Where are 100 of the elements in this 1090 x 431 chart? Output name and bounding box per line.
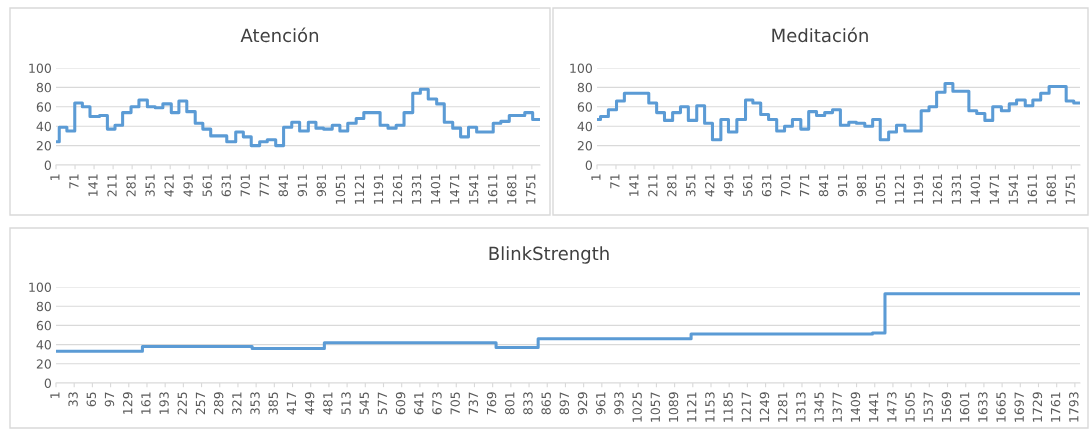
x-tick-label: 129 — [122, 392, 133, 414]
x-tick-label: 771 — [800, 174, 810, 197]
x-tick-label: 1051 — [335, 174, 346, 204]
x-tick-label: 1751 — [1065, 174, 1075, 204]
x-tick-label: 841 — [278, 174, 289, 197]
x-tick-label: 1331 — [951, 174, 962, 204]
x-tick-label: 321 — [232, 392, 242, 415]
x-tick-label: 705 — [450, 392, 460, 415]
x-tick-label: 1541 — [469, 174, 479, 204]
x-tick-label: 281 — [126, 174, 136, 197]
y-tick-label: 20 — [36, 141, 51, 151]
x-tick-label: 833 — [523, 392, 533, 415]
x-tick-label: 491 — [723, 174, 734, 197]
x-tick-label: 71 — [610, 174, 620, 189]
x-tick-label: 1697 — [1014, 392, 1024, 422]
x-tick-label: 1401 — [430, 174, 441, 204]
y-tick-label: 40 — [36, 121, 51, 132]
y-tick-label: 0 — [44, 378, 51, 388]
x-tick-label: 1471 — [450, 174, 460, 204]
x-tick-label: 211 — [107, 174, 117, 197]
x-tick-label: 225 — [177, 392, 187, 415]
x-tick-label: 769 — [486, 392, 497, 415]
x-tick-label: 1191 — [373, 174, 384, 204]
y-tick-label: 60 — [36, 102, 51, 112]
x-tick-label: 737 — [468, 392, 479, 415]
x-tick-label: 351 — [145, 174, 155, 197]
x-tick-label: 1633 — [978, 392, 988, 422]
x-tick-label: 1601 — [959, 392, 970, 422]
x-tick-label: 1191 — [913, 174, 924, 204]
y-tick-label: 80 — [36, 82, 51, 93]
x-tick-label: 1121 — [894, 174, 905, 204]
y-tick-label: 40 — [36, 340, 51, 350]
x-tick-label: 561 — [202, 174, 212, 197]
x-tick-label: 771 — [259, 174, 269, 197]
x-tick-label: 353 — [250, 392, 260, 415]
x-tick-label: 141 — [88, 174, 98, 196]
x-tick-label: 449 — [304, 392, 315, 415]
x-tick-label: 1331 — [411, 174, 422, 204]
x-tick-label: 631 — [221, 174, 231, 197]
x-tick-label: 1153 — [705, 392, 715, 422]
x-tick-label: 1 — [50, 174, 60, 180]
x-tick-label: 929 — [577, 392, 588, 415]
x-tick-label: 1 — [591, 174, 601, 180]
x-tick-label: 1751 — [526, 174, 536, 204]
x-tick-label: 961 — [596, 392, 606, 415]
x-tick-label: 1261 — [932, 174, 943, 204]
x-tick-label: 211 — [648, 174, 658, 197]
x-tick-label: 561 — [742, 174, 753, 197]
x-tick-label: 897 — [559, 392, 570, 415]
y-tick-label: 80 — [36, 301, 51, 312]
x-tick-label: 801 — [505, 392, 515, 415]
y-tick-label: 20 — [577, 141, 592, 151]
x-tick-label: 1729 — [1032, 392, 1043, 422]
x-tick-label: 911 — [837, 174, 848, 197]
x-tick-label: 257 — [195, 392, 206, 415]
x-tick-label: 1681 — [1046, 174, 1056, 204]
x-tick-label: 1281 — [777, 392, 788, 422]
x-tick-label: 97 — [104, 392, 115, 407]
x-tick-label: 1611 — [1027, 174, 1038, 204]
x-tick-label: 1505 — [905, 392, 915, 422]
x-tick-label: 421 — [164, 174, 174, 197]
x-tick-label: 161 — [141, 392, 151, 414]
y-tick-label: 0 — [585, 160, 592, 170]
x-tick-label: 1473 — [887, 392, 897, 422]
x-tick-label: 1051 — [875, 174, 886, 204]
x-tick-label: 1121 — [686, 392, 697, 422]
x-tick-label: 289 — [213, 392, 224, 415]
x-tick-label: 1569 — [941, 392, 952, 422]
x-tick-label: 701 — [240, 174, 250, 197]
x-tick-label: 673 — [432, 392, 442, 415]
x-tick-label: 1025 — [632, 392, 642, 422]
x-tick-label: 545 — [359, 392, 369, 415]
x-tick-label: 65 — [86, 392, 97, 407]
x-tick-label: 1681 — [506, 174, 517, 204]
x-tick-label: 1471 — [989, 174, 999, 204]
x-tick-label: 1377 — [832, 392, 842, 422]
x-tick-label: 981 — [856, 174, 867, 197]
x-tick-label: 1217 — [741, 392, 751, 422]
x-tick-label: 701 — [780, 174, 791, 197]
x-tick-label: 491 — [183, 174, 193, 197]
x-tick-label: 911 — [297, 174, 308, 197]
chart-title: Meditación — [772, 27, 868, 43]
x-tick-label: 193 — [159, 392, 169, 414]
x-tick-label: 1261 — [392, 174, 403, 204]
chart-title: Atención — [240, 27, 319, 43]
x-tick-label: 865 — [541, 392, 551, 415]
x-tick-label: 71 — [69, 174, 79, 189]
x-tick-label: 1057 — [650, 392, 661, 422]
y-tick-label: 20 — [36, 359, 51, 369]
x-tick-label: 1185 — [723, 392, 733, 422]
x-tick-label: 1121 — [354, 174, 364, 204]
y-tick-label: 100 — [570, 63, 592, 73]
x-tick-label: 385 — [268, 392, 278, 415]
x-tick-label: 1611 — [487, 174, 498, 204]
x-tick-label: 141 — [629, 174, 639, 196]
y-tick-label: 40 — [577, 121, 592, 132]
x-tick-label: 481 — [323, 392, 333, 415]
x-tick-label: 417 — [286, 392, 296, 415]
x-tick-label: 421 — [705, 174, 715, 197]
x-tick-label: 1 — [50, 392, 60, 398]
